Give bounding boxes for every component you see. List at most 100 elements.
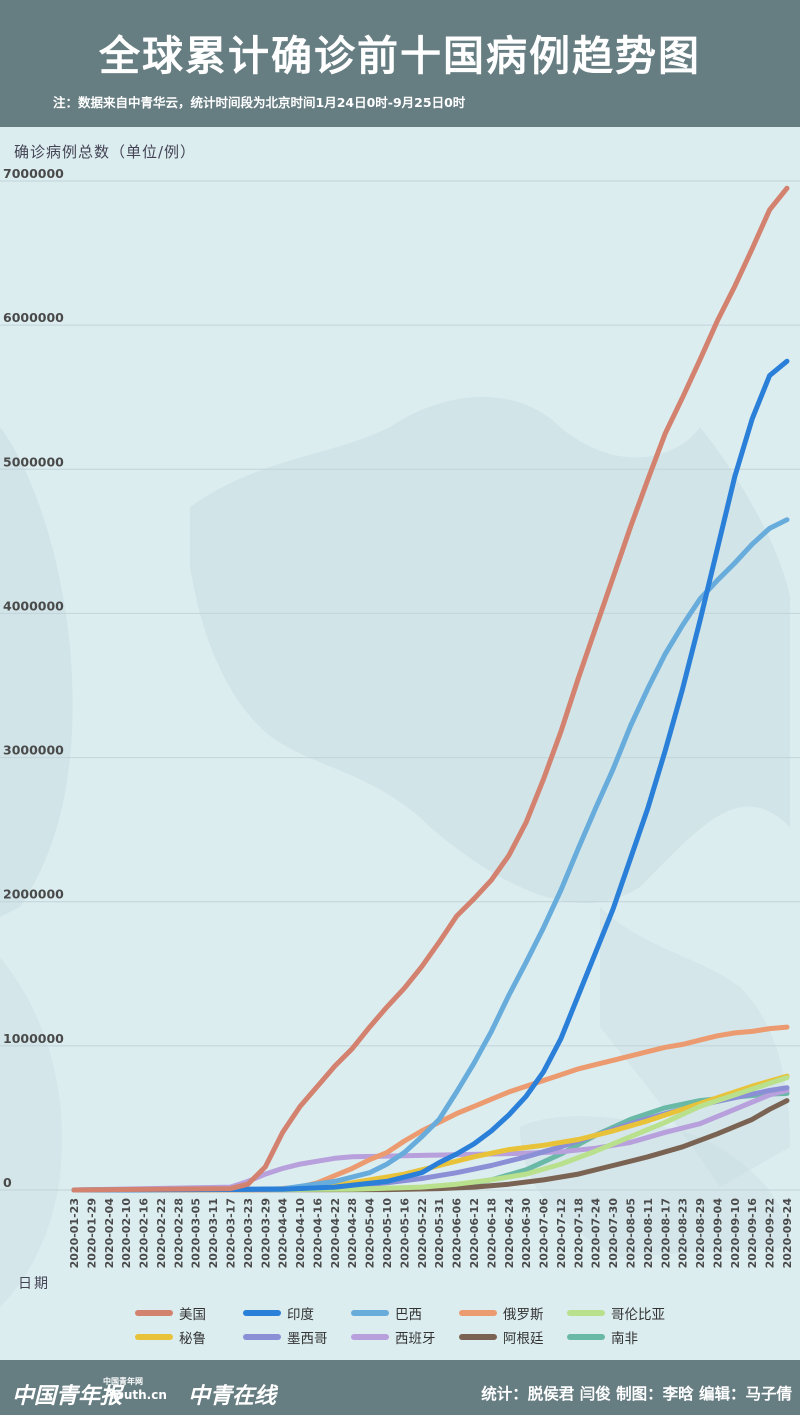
x-tick-label: 2020-05-31 <box>433 1198 446 1268</box>
x-tick-label: 2020-03-05 <box>190 1198 203 1268</box>
legend-swatch <box>243 1334 281 1340</box>
x-tick-label: 2020-08-05 <box>624 1198 637 1268</box>
y-tick-label: 4000000 <box>3 598 64 613</box>
x-tick-label: 2020-05-10 <box>381 1198 394 1269</box>
y-axis-label: 确诊病例总数（单位/例） <box>14 143 197 161</box>
line-chart: 7000000 6000000 5000000 4000000 3000000 20000… <box>0 166 800 1269</box>
x-tick-label: 2020-05-16 <box>398 1198 411 1269</box>
x-tick-label: 2020-09-22 <box>764 1198 777 1268</box>
x-tick-label: 2020-06-12 <box>468 1198 481 1268</box>
x-tick-label: 2020-02-28 <box>172 1198 185 1268</box>
x-tick-label: 2020-03-17 <box>225 1198 238 1268</box>
x-tick-label: 2020-03-11 <box>207 1198 220 1268</box>
legend-item: 阿根廷 <box>459 1327 544 1347</box>
series-line-4 <box>71 1075 790 1193</box>
chart-legend: 美国 印度 巴西 俄罗斯 哥伦比亚秘鲁 墨西哥 西班牙 阿根廷 南非 <box>135 1303 755 1349</box>
brand-logo-youth-top: 中国青年网 <box>103 1376 143 1386</box>
x-tick-label: 2020-04-10 <box>294 1198 307 1269</box>
legend-swatch <box>567 1334 605 1340</box>
legend-item: 俄罗斯 <box>459 1303 544 1323</box>
x-tick-label: 2020-07-24 <box>590 1198 603 1269</box>
x-tick-label: 2020-06-18 <box>485 1198 498 1268</box>
x-tick-label: 2020-08-23 <box>677 1198 690 1268</box>
legend-item: 巴西 <box>351 1303 422 1323</box>
x-tick-label: 2020-04-16 <box>311 1198 324 1269</box>
legend-label: 墨西哥 <box>287 1331 328 1347</box>
brand-logo-cyd: 中国青年报 <box>12 1383 123 1409</box>
series-line-7 <box>71 1088 790 1193</box>
x-tick-label: 2020-08-29 <box>694 1198 707 1268</box>
x-tick-label: 2020-02-10 <box>120 1198 133 1269</box>
legend-item: 秘鲁 <box>135 1327 206 1347</box>
legend-label: 巴西 <box>395 1307 422 1323</box>
legend-swatch <box>351 1310 389 1316</box>
legend-swatch <box>351 1334 389 1340</box>
y-tick-label: 6000000 <box>3 310 64 325</box>
y-tick-label: 7000000 <box>3 166 64 181</box>
y-tick-label: 5000000 <box>3 454 64 469</box>
x-tick-label: 2020-03-29 <box>259 1198 272 1268</box>
x-tick-label: 2020-07-18 <box>572 1198 585 1268</box>
x-tick-label: 2020-05-04 <box>364 1198 377 1269</box>
x-tick-label: 2020-09-10 <box>729 1198 742 1269</box>
x-tick-label: 2020-09-16 <box>746 1198 759 1269</box>
y-tick-label: 0 <box>3 1175 12 1190</box>
x-tick-label: 2020-01-29 <box>85 1198 98 1268</box>
legend-swatch <box>243 1310 281 1316</box>
legend-swatch <box>459 1334 497 1340</box>
legend-item: 印度 <box>243 1303 314 1323</box>
series-line-1 <box>71 358 790 1193</box>
legend-item: 哥伦比亚 <box>567 1303 665 1323</box>
x-tick-label: 2020-07-06 <box>538 1198 551 1269</box>
series-line-8 <box>71 1098 790 1193</box>
x-axis-label: 日期 <box>18 1276 50 1292</box>
legend-item: 美国 <box>135 1303 206 1323</box>
y-tick-label: 2000000 <box>3 887 64 902</box>
footer-banner <box>0 1360 800 1415</box>
x-tick-label: 2020-09-04 <box>711 1198 724 1269</box>
header-banner <box>0 0 800 127</box>
x-tick-label: 2020-03-23 <box>242 1198 255 1268</box>
x-tick-label: 2020-04-28 <box>346 1198 359 1268</box>
x-tick-label: 2020-02-16 <box>138 1198 151 1269</box>
x-tick-label: 2020-08-11 <box>642 1198 655 1268</box>
series-line-3 <box>71 1024 790 1193</box>
legend-label: 哥伦比亚 <box>611 1307 665 1323</box>
credits: 统计：脱侯君 闫俊 制图：李晗 编辑：马子倩 <box>481 1385 792 1403</box>
x-tick-label: 2020-01-23 <box>68 1198 81 1268</box>
x-tick-label: 2020-08-17 <box>659 1198 672 1268</box>
series-line-5 <box>71 1073 790 1193</box>
data-source-note: 注：数据来自中青华云，统计时间段为北京时间1月24日0时-9月25日0时 <box>53 95 466 110</box>
legend-item: 西班牙 <box>351 1327 436 1347</box>
legend-item: 南非 <box>567 1327 638 1347</box>
legend-label: 阿根廷 <box>503 1331 544 1347</box>
legend-swatch <box>135 1310 173 1316</box>
brand-logo-youth: Youth.cn <box>108 1388 167 1402</box>
x-tick-label: 2020-06-24 <box>503 1198 516 1269</box>
legend-label: 南非 <box>611 1331 638 1347</box>
x-tick-label: 2020-07-12 <box>555 1198 568 1268</box>
y-tick-label: 1000000 <box>3 1031 64 1046</box>
x-tick-label: 2020-09-24 <box>781 1198 794 1269</box>
legend-label: 美国 <box>179 1307 206 1323</box>
legend-label: 秘鲁 <box>179 1331 206 1347</box>
x-tick-label: 2020-07-30 <box>607 1198 620 1269</box>
x-tick-label: 2020-06-06 <box>451 1198 464 1269</box>
x-tick-label: 2020-02-22 <box>155 1198 168 1268</box>
page-title: 全球累计确诊前十国病例趋势图 <box>99 32 701 80</box>
legend-swatch <box>567 1310 605 1316</box>
x-tick-label: 2020-05-22 <box>416 1198 429 1268</box>
x-tick-label: 2020-04-22 <box>329 1198 342 1268</box>
x-tick-label: 2020-04-04 <box>277 1198 290 1269</box>
legend-swatch <box>459 1310 497 1316</box>
legend-label: 印度 <box>287 1307 314 1323</box>
y-tick-label: 3000000 <box>3 743 64 758</box>
legend-label: 俄罗斯 <box>503 1307 544 1323</box>
legend-swatch <box>135 1334 173 1340</box>
x-tick-label: 2020-06-30 <box>520 1198 533 1269</box>
series-line-2 <box>71 517 790 1193</box>
x-tick-label: 2020-02-04 <box>103 1198 116 1269</box>
legend-item: 墨西哥 <box>243 1327 328 1347</box>
series-line-0 <box>71 185 790 1193</box>
brand-logo-zqzx: 中青在线 <box>188 1383 277 1409</box>
